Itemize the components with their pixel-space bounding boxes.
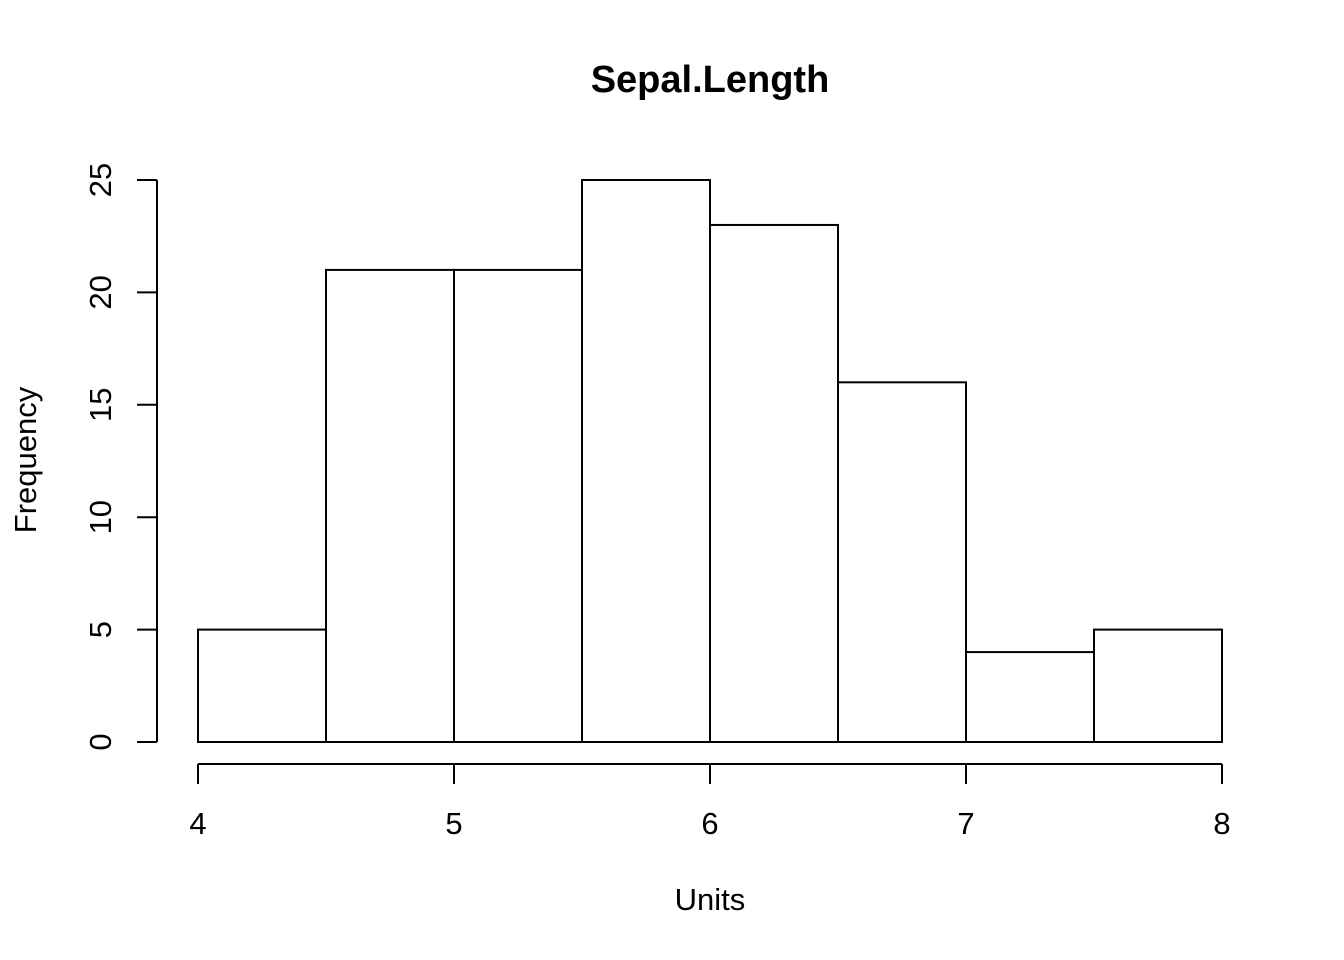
histogram-bar-6 (965, 651, 1095, 744)
y-tick-label-1: 5 (83, 621, 118, 638)
x-tick-label-1: 5 (445, 806, 462, 841)
chart-title: Sepal.Length (591, 59, 830, 101)
bars-group (197, 179, 1223, 744)
x-tick-label-3: 7 (957, 806, 974, 841)
x-tick-label-2: 6 (701, 806, 718, 841)
histogram-bar-1 (325, 268, 455, 743)
histogram-bar-4 (709, 223, 839, 743)
y-axis-label: Frequency (8, 386, 43, 533)
y-tick-label-2: 10 (83, 500, 118, 534)
y-axis: 0 5 10 15 20 25 (83, 163, 158, 751)
histogram-bar-5 (837, 381, 967, 743)
x-tick-label-4: 8 (1213, 806, 1230, 841)
histogram-bar-2 (453, 268, 583, 743)
y-tick-label-4: 20 (83, 275, 118, 309)
x-tick-label-0: 4 (189, 806, 206, 841)
histogram-bar-3 (581, 179, 711, 743)
y-tick-label-3: 15 (83, 388, 118, 422)
histogram-bar-7 (1093, 628, 1223, 743)
x-axis: 4 5 6 7 8 (189, 763, 1231, 841)
y-tick-label-0: 0 (83, 733, 118, 750)
histogram-bar-0 (197, 628, 327, 743)
y-tick-label-5: 25 (83, 163, 118, 197)
x-axis-label: Units (675, 882, 746, 917)
